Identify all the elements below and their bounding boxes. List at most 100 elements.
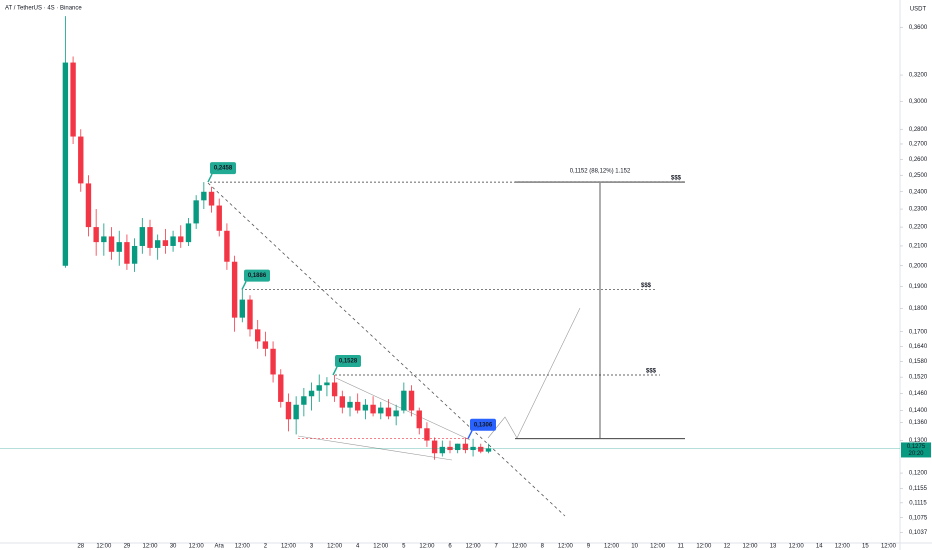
y-tick-label: 0,3000 <box>909 99 928 105</box>
candle-body <box>331 382 338 397</box>
candle-body <box>85 183 92 228</box>
candle-body <box>255 329 261 342</box>
measure-label: 0,1152 (88,12%) 1.152 <box>570 169 631 175</box>
price-tag-label: 0,1528 <box>339 359 358 365</box>
candle-body <box>78 136 84 184</box>
currency-label: USDT <box>910 7 927 13</box>
candle-body <box>454 443 461 451</box>
candle-body <box>70 62 76 137</box>
x-tick-label: 12:00 <box>281 544 297 550</box>
candle-body <box>408 390 415 411</box>
x-tick-label: 12:00 <box>235 544 251 550</box>
candle-body <box>170 236 176 246</box>
x-tick-label: 4 <box>356 544 360 550</box>
y-tick-label: 0,1900 <box>909 284 928 290</box>
candle-body <box>324 382 330 386</box>
price-tag-pointer <box>207 173 213 183</box>
x-tick-label: 12:00 <box>466 544 482 550</box>
x-tick-label: 6 <box>448 544 452 550</box>
candle-body <box>393 410 399 417</box>
price-tag <box>244 269 270 282</box>
y-tick-label: 0,2500 <box>909 173 928 179</box>
candle-body <box>385 407 392 417</box>
x-tick-label: 12:00 <box>189 544 205 550</box>
candle-body <box>231 261 238 318</box>
candle-body <box>224 230 230 262</box>
countdown-label: 20:20 <box>908 451 924 457</box>
target-label: $$$ <box>641 283 652 289</box>
y-tick-label: 0,1580 <box>909 359 928 365</box>
candle-body <box>316 385 322 391</box>
x-tick-label: 12:00 <box>789 544 805 550</box>
x-tick-label: 8 <box>541 544 545 550</box>
candle-body <box>439 446 446 454</box>
y-tick-label: 0,2600 <box>909 157 928 163</box>
candle-body <box>108 236 115 252</box>
candle-body <box>247 299 253 330</box>
y-tick-label: 0,1700 <box>909 329 928 335</box>
target-label: $$$ <box>671 176 682 182</box>
candle-body <box>208 191 215 206</box>
candle-body <box>308 390 315 397</box>
x-tick-label: 14 <box>816 544 823 550</box>
candle-body <box>193 200 199 224</box>
x-tick-label: 10 <box>631 544 638 550</box>
candle-body <box>362 404 369 411</box>
candle-body <box>262 341 269 349</box>
x-tick-label: 12:00 <box>604 544 620 550</box>
price-tag-label: 0,2458 <box>214 166 233 172</box>
y-tick-label: 0,1037 <box>909 530 928 536</box>
x-tick-label: 29 <box>124 544 131 550</box>
candle-body <box>124 242 130 264</box>
y-tick-label: 0,1520 <box>909 375 928 381</box>
price-tag-pointer <box>467 430 473 440</box>
price-tag-pointer <box>332 366 338 376</box>
price-tag <box>210 162 236 175</box>
price-tag-pointer <box>241 281 247 290</box>
candle-body <box>62 62 69 266</box>
x-tick-label: 3 <box>310 544 314 550</box>
candle-body <box>101 236 107 243</box>
candle-body <box>431 440 438 454</box>
price-tag <box>335 354 361 367</box>
projection-path <box>487 307 581 439</box>
plot-area: 0,3600 0,3200 0,3000 0,2800 0,2700 0,2600 0,25… <box>0 16 931 550</box>
pattern-line <box>297 435 453 461</box>
candle-body <box>93 227 99 243</box>
candle-body <box>355 401 361 411</box>
x-tick-label: 2 <box>264 544 268 550</box>
candle-body <box>216 205 222 231</box>
price-tag-label: 0,1886 <box>248 273 267 279</box>
x-tick-label: 11 <box>678 544 685 550</box>
x-tick-label: 12:00 <box>327 544 343 550</box>
y-tick-label: 0,1300 <box>909 438 928 444</box>
candle-body <box>293 404 299 420</box>
y-tick-label: 0,1075 <box>909 515 928 521</box>
y-tick-label: 0,1640 <box>909 344 928 350</box>
x-tick-label: 12:00 <box>419 544 435 550</box>
x-tick-label: 13 <box>770 544 777 550</box>
price-tag-label: 0,1306 <box>474 422 493 428</box>
candle-body <box>278 374 284 402</box>
y-tick-label: 0,2000 <box>909 263 928 269</box>
last-price-label: 0,1275 <box>907 444 926 450</box>
candle-body <box>154 240 161 248</box>
x-tick-label: 12:00 <box>558 544 574 550</box>
candle-body <box>401 390 407 411</box>
candle-body <box>178 236 184 243</box>
candle-body <box>462 443 469 451</box>
chart-title: AT / TetherUS · 4S · Binance <box>5 6 82 12</box>
x-tick-label: 12:00 <box>696 544 712 550</box>
y-tick-label: 0,2400 <box>909 189 928 195</box>
candle-body <box>485 448 492 452</box>
y-tick-label: 0,1460 <box>909 391 928 397</box>
x-tick-label: 28 <box>77 544 84 550</box>
candle-body <box>347 401 353 408</box>
price-tag <box>470 418 496 431</box>
y-tick-label: 0,1400 <box>909 408 928 414</box>
candle-body <box>201 191 207 201</box>
y-tick-label: 0,1800 <box>909 306 928 312</box>
candle-body <box>424 428 430 441</box>
candle-body <box>270 348 276 375</box>
x-tick-label: 12:00 <box>512 544 528 550</box>
